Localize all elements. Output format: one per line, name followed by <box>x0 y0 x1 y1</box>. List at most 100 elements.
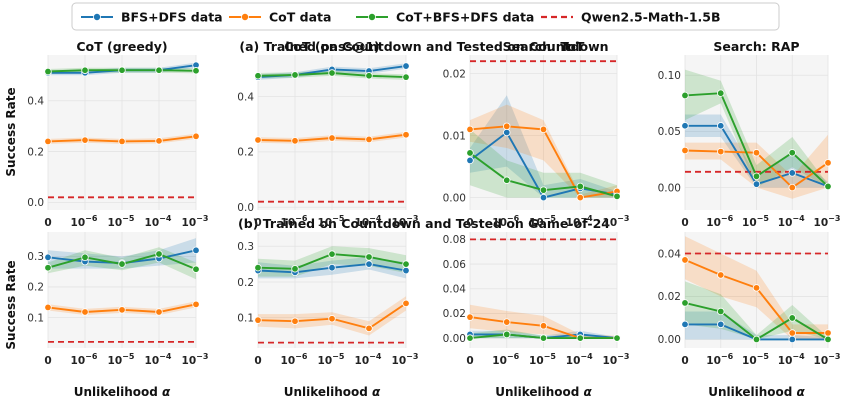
point-cot <box>81 136 89 144</box>
point-mix <box>291 71 299 79</box>
x-tick-label: 0 <box>466 217 473 229</box>
point-cot <box>466 125 474 134</box>
panel-1-0: 0.1 0.2 0.3 0 10−6 10−5 10−4 10−3 Unlikelihood α <box>27 232 208 399</box>
point-bfs <box>681 320 689 329</box>
y-tick-label: 0.04 <box>658 248 682 260</box>
point-mix <box>576 182 584 191</box>
band-cot <box>470 304 617 339</box>
point-mix <box>402 260 410 268</box>
point-mix <box>466 334 474 342</box>
point-cot <box>717 147 725 156</box>
y-tick-label: 0.02 <box>443 68 466 80</box>
x-tick-label: 10−3 <box>392 214 419 229</box>
x-tick-label: 10−5 <box>318 214 345 229</box>
legend-entry-bfs: BFS+DFS data <box>81 10 223 25</box>
point-mix <box>576 334 584 342</box>
x-tick-label: 10−4 <box>778 214 805 229</box>
point-mix <box>328 69 336 77</box>
panel-0-1: 0.0 0.2 0.4 0 10−6 10−5 10−4 10−3 CoT (pass@1) <box>237 39 418 229</box>
x-tick-label: 10−3 <box>182 352 209 367</box>
y-tick-label: 0.05 <box>658 126 681 138</box>
point-cot <box>44 137 52 146</box>
x-tick-label: 10−6 <box>281 214 308 229</box>
legend-marker <box>240 12 249 21</box>
x-tick-label: 10−5 <box>742 214 769 229</box>
legend: BFS+DFS data CoT data CoT+BFS+DFS data Qwen… <box>71 2 780 31</box>
point-cot <box>328 315 336 323</box>
y-tick-label: 0.00 <box>443 192 466 204</box>
point-cot <box>752 284 761 292</box>
x-tick-label: 0 <box>466 355 473 367</box>
point-mix <box>788 149 796 157</box>
x-tick-label: 0 <box>681 217 688 229</box>
point-cot <box>681 146 689 155</box>
point-cot <box>824 159 832 167</box>
y-tick-label: 0.3 <box>237 241 254 253</box>
point-mix <box>824 182 832 191</box>
point-mix <box>503 330 511 339</box>
point-cot <box>503 318 511 326</box>
point-cot <box>576 193 584 202</box>
y-tick-label: 0.3 <box>27 251 44 263</box>
point-bfs <box>681 122 689 130</box>
x-tick-label: 10−6 <box>492 214 519 229</box>
x-tick-label: 10−5 <box>108 214 135 229</box>
point-mix <box>466 149 474 157</box>
x-tick-label: 10−4 <box>778 352 805 367</box>
panel-1-1: 0.1 0.2 0.3 0 10−6 10−5 10−4 10−3 Unlikelihood α <box>237 232 418 399</box>
x-axis-label: Unlikelihood α <box>284 385 381 399</box>
point-cot <box>788 183 796 192</box>
x-tick-label: 10−3 <box>603 352 630 367</box>
point-cot <box>254 136 262 144</box>
point-cot <box>155 308 163 316</box>
panel-title: Search: ToT <box>503 39 585 54</box>
legend-marker <box>367 12 376 21</box>
x-tick-label: 10−3 <box>814 352 841 367</box>
band-mix <box>685 69 828 188</box>
y-tick-label: 0.2 <box>237 277 254 289</box>
point-bfs <box>788 169 796 177</box>
point-mix <box>752 172 761 181</box>
x-tick-label: 10−6 <box>281 352 308 367</box>
x-tick-label: 10−5 <box>529 352 556 367</box>
point-mix <box>44 67 52 76</box>
y-tick-label: 0.00 <box>443 333 466 345</box>
x-tick-label: 10−5 <box>742 352 769 367</box>
x-axis-label: Unlikelihood α <box>495 385 592 399</box>
point-mix <box>824 335 832 344</box>
x-tick-label: 10−5 <box>318 352 345 367</box>
y-tick-label: 0.1 <box>27 312 44 324</box>
point-cot <box>365 135 373 144</box>
y-tick-label: 0.01 <box>443 130 466 142</box>
panel-1-2: 0.00 0.02 0.04 0.06 0.08 0 10−6 10−5 10−4 10−3 Unl… <box>443 232 630 399</box>
row-title-b: (b) Trained on Countdown and Tested on G… <box>238 216 610 231</box>
point-mix <box>539 334 548 342</box>
band-bfs <box>470 95 617 198</box>
point-cot <box>824 329 832 337</box>
x-tick-label: 10−4 <box>566 214 593 229</box>
x-tick-label: 10−4 <box>566 352 593 367</box>
y-tick-label: 0.2 <box>237 147 254 159</box>
point-cot <box>44 303 52 312</box>
point-mix <box>81 66 89 74</box>
legend-marker <box>93 12 102 21</box>
point-mix <box>291 265 299 273</box>
point-cot <box>752 149 761 157</box>
point-cot <box>291 137 299 145</box>
point-bfs <box>402 62 410 70</box>
x-tick-label: 10−3 <box>182 214 209 229</box>
y-axis-label-bottom: Success Rate <box>4 260 18 349</box>
panel-1-3: 0.00 0.02 0.04 0 10−6 10−5 10−4 10−3 Unlikelihoo… <box>658 232 841 399</box>
legend-entry-base: Qwen2.5-Math-1.5B <box>541 10 721 25</box>
legend-label: CoT data <box>269 10 331 25</box>
point-mix <box>717 307 725 316</box>
x-tick-label: 10−4 <box>355 352 382 367</box>
point-cot <box>539 322 548 330</box>
panel-0-0: 0.0 0.2 0.4 0 10−6 10−5 10−4 10−3 CoT (greedy) <box>27 39 208 229</box>
legend-entry-cot: CoT data <box>229 10 331 25</box>
y-tick-label: 0.4 <box>237 91 254 103</box>
y-tick-label: 0.00 <box>658 182 681 194</box>
panel-0-3: 0.00 0.05 0.10 0 10−6 10−5 10−4 10−3 Search: RAP <box>658 39 841 229</box>
y-tick-label: 0.4 <box>27 96 44 108</box>
